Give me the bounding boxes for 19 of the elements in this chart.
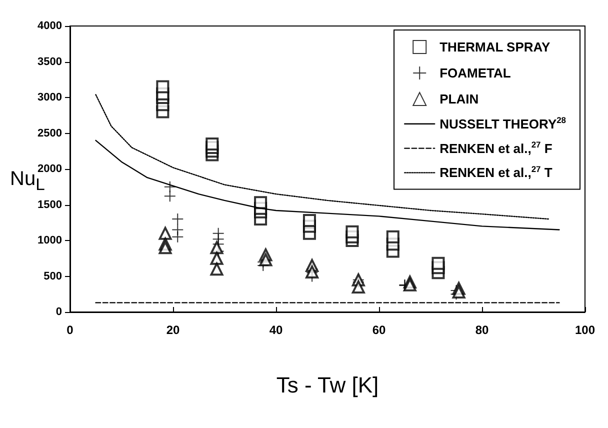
y-tick-label: 1000: [38, 234, 62, 246]
x-tick-label: 60: [372, 323, 386, 337]
x-tick-label: 80: [475, 323, 489, 337]
y-tick-label: 2000: [38, 163, 62, 175]
legend-label: PLAIN: [440, 92, 479, 106]
y-tick-label: 500: [44, 270, 62, 282]
x-axis-title: Ts - Tw [K]: [276, 372, 379, 398]
y-tick-label: 0: [56, 306, 62, 318]
y-tick-label: 1500: [38, 198, 62, 211]
legend-label: FOAMETAL: [440, 66, 511, 80]
y-tick-label: 3500: [38, 56, 62, 68]
y-tick-label: 2500: [38, 127, 62, 140]
y-tick-label: 4000: [38, 20, 62, 32]
x-tick-label: 0: [66, 323, 74, 337]
y-tick-label: 3000: [38, 92, 62, 104]
x-tick-label: 40: [269, 323, 283, 337]
legend-label: THERMAL SPRAY: [440, 40, 550, 54]
x-tick-label: 20: [166, 323, 180, 337]
x-tick-label: 100: [574, 323, 596, 337]
